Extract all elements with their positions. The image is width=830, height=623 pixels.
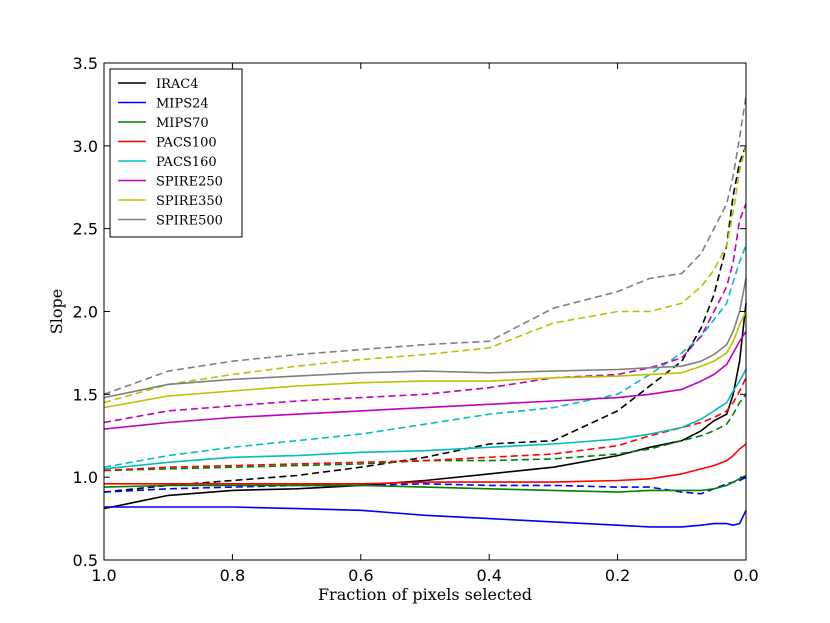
series-line-spire500-dashed xyxy=(103,95,747,396)
series-line-pacs100-dashed xyxy=(103,377,747,472)
series-line-spire250 xyxy=(103,330,747,430)
y-tick-label: 3.0 xyxy=(73,137,98,156)
legend-label-spire250: SPIRE250 xyxy=(156,175,223,190)
tick-layer: 1.0 0.8 0.6 0.4 0.2 0.00.51.01.52.02.53.03.5 xyxy=(73,54,759,585)
series-layer xyxy=(103,95,747,528)
legend-label-pacs100: PACS100 xyxy=(156,136,217,151)
legend: IRAC4 MIPS24 MIPS70 PACS100 PACS160 SPIRE250 S… xyxy=(109,68,243,238)
series-line-mips70-dashed xyxy=(103,393,747,472)
series-line-spire500 xyxy=(103,278,747,399)
y-tick-label: 0.5 xyxy=(73,551,98,570)
x-tick-label: 0.4 xyxy=(476,566,501,585)
y-tick-label: 3.5 xyxy=(73,54,98,73)
legend-label-mips24: MIPS24 xyxy=(156,97,209,112)
plot-frame xyxy=(103,62,747,561)
legend-label-spire500: SPIRE500 xyxy=(156,214,223,229)
y-tick-label: 1.5 xyxy=(73,385,98,404)
x-tick-label: 0.2 xyxy=(605,566,630,585)
x-axis-label: Fraction of pixels selected xyxy=(318,585,532,604)
y-tick-label: 2.0 xyxy=(73,303,98,322)
x-tick-label: 1.0 xyxy=(91,566,116,585)
series-line-irac4-dashed xyxy=(103,145,747,493)
series-line-pacs160-dashed xyxy=(103,244,747,468)
series-line-spire250-dashed xyxy=(103,203,747,424)
legend-label-pacs160: PACS160 xyxy=(156,155,217,170)
y-tick-label: 2.5 xyxy=(73,220,98,239)
series-line-mips70 xyxy=(103,474,747,493)
x-tick-label: 0.0 xyxy=(733,566,758,585)
legend-label-irac4: IRAC4 xyxy=(156,77,199,92)
series-line-mips24 xyxy=(104,506,747,528)
x-tick-label: 0.8 xyxy=(220,566,245,585)
x-tick-label: 0.6 xyxy=(348,566,373,585)
y-axis-label: Slope xyxy=(47,289,66,334)
legend-label-mips70: MIPS70 xyxy=(156,116,209,131)
series-line-pacs100 xyxy=(104,443,747,485)
y-tick-label: 1.0 xyxy=(73,468,98,487)
legend-box xyxy=(109,68,243,238)
series-line-spire350 xyxy=(103,311,747,409)
series-line-pacs160 xyxy=(103,369,747,470)
legend-label-spire350: SPIRE350 xyxy=(156,194,223,209)
series-line-spire350-dashed xyxy=(103,145,747,404)
